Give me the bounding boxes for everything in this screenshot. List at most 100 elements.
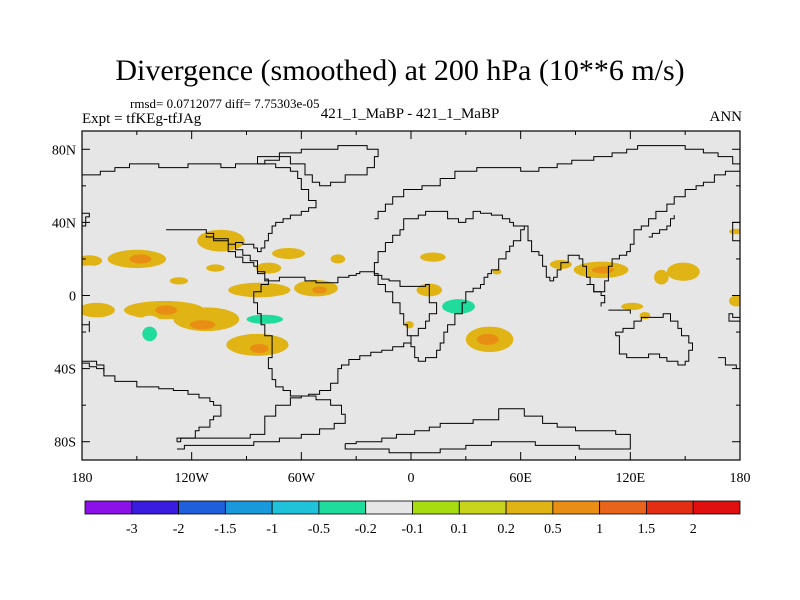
divergence-blob — [82, 265, 101, 275]
colorbar-swatch — [692, 500, 741, 515]
divergence-blob — [250, 343, 269, 354]
divergence-blob — [330, 254, 346, 264]
coastline — [615, 313, 693, 366]
divergence-blob — [155, 305, 178, 315]
divergence-blob — [129, 254, 152, 264]
colorbar-label: 0.1 — [451, 522, 469, 537]
x-tick-label: 180 — [730, 471, 751, 486]
coastline — [82, 212, 90, 230]
divergence-blob — [476, 333, 499, 345]
divergence-blob — [169, 277, 189, 285]
case-label: 421_1_MaBP - 421_1_MaBP — [320, 106, 500, 122]
divergence-blob — [677, 291, 708, 300]
map-background — [82, 131, 740, 460]
coastline — [373, 210, 525, 362]
y-tick-label: 40S — [54, 363, 76, 378]
coastline — [608, 309, 631, 314]
divergence-blob — [246, 314, 284, 324]
colorbar-swatch — [178, 500, 226, 515]
coastline — [257, 145, 379, 187]
coastline — [728, 313, 740, 329]
colorbar-label: -0.2 — [355, 522, 377, 537]
divergence-blob — [403, 253, 419, 261]
coastline — [253, 276, 327, 359]
coastline — [344, 408, 631, 454]
coastline — [732, 218, 740, 242]
x-tick-label: 180 — [72, 471, 93, 486]
colorbar-label: 1.5 — [638, 522, 656, 537]
x-tick-label: 60W — [288, 471, 316, 486]
divergence-blob — [82, 255, 103, 267]
colorbar-swatch — [599, 500, 647, 515]
x-tick-label: 120W — [175, 471, 210, 486]
divergence-blob — [714, 302, 740, 318]
divergence-blob — [666, 262, 700, 281]
colorbar-label: 0.2 — [497, 522, 515, 537]
y-tick-label: 80N — [52, 143, 76, 158]
divergence-blob — [470, 267, 480, 273]
colorbar-swatch — [505, 500, 554, 515]
coastline — [82, 362, 222, 442]
colorbar-swatch — [552, 500, 601, 515]
divergence-blob — [654, 269, 669, 285]
divergence-blob — [171, 292, 190, 299]
colorbar-swatch — [131, 500, 179, 515]
colorbar-label: 1 — [596, 522, 603, 537]
coastline — [82, 321, 90, 333]
divergence-blob — [628, 343, 647, 354]
colorbar-label: -1.5 — [214, 522, 236, 537]
divergence-blob — [82, 344, 103, 356]
divergence-blob — [255, 262, 282, 274]
colorbar: -3 -2 -1.5 -1 -0.5 -0.2 -0.1 0.1 0.2 0.5 1 1.5 2 — [84, 500, 741, 537]
divergence-blob — [82, 302, 115, 318]
colorbar-label: -0.1 — [401, 522, 423, 537]
chart-title: Divergence (smoothed) at 200 hPa (10**6 … — [115, 54, 685, 87]
coastline — [374, 145, 740, 220]
y-tick-label: 40N — [52, 216, 76, 231]
colorbar-label: 2 — [690, 522, 697, 537]
divergence-blob — [729, 228, 740, 235]
coastline — [82, 163, 317, 253]
divergence-blob — [591, 266, 614, 274]
divergence-blob — [535, 290, 587, 301]
axis-ticks: 180 120W 60W 0 60E 120E 180 80N 40N 0 40S 80S — [52, 131, 751, 486]
divergence-blob — [142, 326, 157, 342]
x-tick-label: 0 — [408, 471, 415, 486]
rmsd-diff-label: rmsd= 0.0712077 diff= 7.75303e-05 — [130, 96, 320, 111]
coastline — [177, 395, 346, 450]
divergence-blob — [442, 299, 475, 314]
x-tick-label: 60E — [509, 471, 532, 486]
divergence-blob — [661, 236, 702, 253]
divergence-blob — [707, 266, 730, 278]
coastline — [520, 170, 740, 293]
divergence-blob — [621, 302, 644, 311]
experiment-label: Expt = tfKEg-tfJAg — [82, 111, 202, 127]
colorbar-swatch — [318, 500, 367, 515]
divergence-blob — [189, 320, 216, 330]
divergence-blob — [420, 252, 446, 262]
coastline — [586, 284, 606, 307]
divergence-blob — [272, 247, 305, 259]
coastline — [718, 357, 737, 369]
colorbar-swatch — [646, 500, 694, 515]
colorbar-swatch — [84, 500, 133, 515]
divergence-blob — [228, 282, 291, 298]
divergence-blob — [447, 234, 466, 244]
colorbar-label: 0.5 — [544, 522, 562, 537]
colorbar-swatch — [365, 500, 413, 515]
colorbar-swatch — [412, 500, 460, 515]
colorbar-swatch — [458, 500, 507, 515]
y-tick-label: 80S — [54, 436, 76, 451]
x-tick-label: 120E — [616, 471, 646, 486]
season-label: ANN — [709, 109, 743, 125]
colorbar-swatch — [224, 500, 273, 515]
coastline — [166, 229, 269, 282]
colorbar-label: -2 — [173, 522, 185, 537]
colorbar-label: -3 — [126, 522, 138, 537]
coastlines — [82, 145, 740, 454]
divergence-blob — [312, 286, 327, 294]
coastline — [82, 360, 105, 373]
coastline — [648, 215, 675, 238]
y-tick-label: 0 — [69, 290, 76, 305]
